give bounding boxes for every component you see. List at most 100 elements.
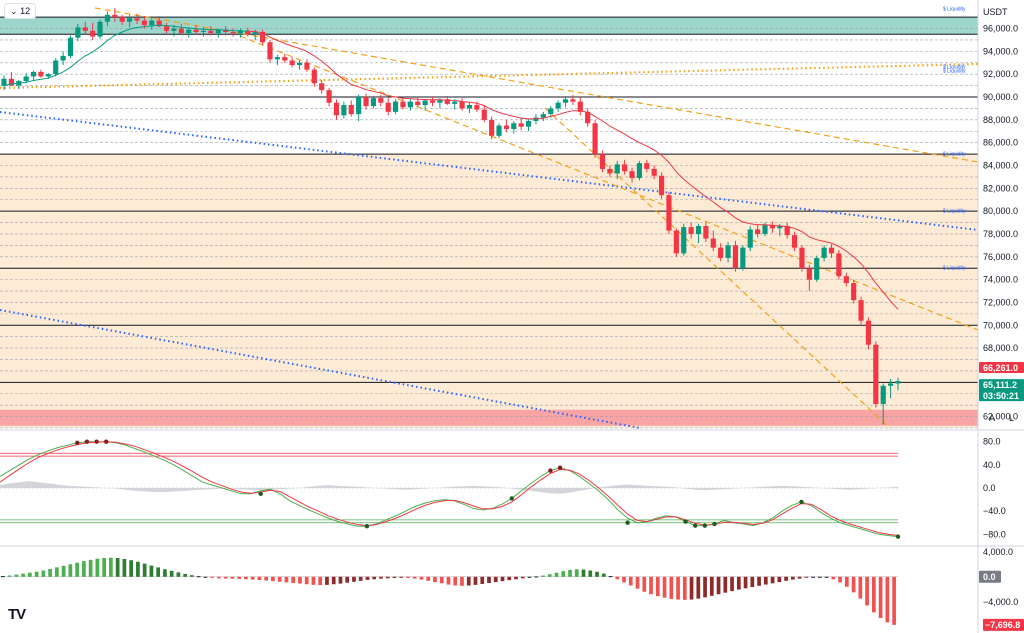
axis-button[interactable]: A xyxy=(989,413,995,423)
candle-body xyxy=(740,247,746,269)
interval-selector[interactable]: ⌄ 12 xyxy=(4,3,37,19)
macd-bar xyxy=(14,574,19,577)
macd-bar xyxy=(770,576,775,584)
ema-layer xyxy=(3,24,899,310)
macd-bar xyxy=(811,576,815,578)
candle-body xyxy=(193,29,199,32)
macd-bar xyxy=(844,576,849,587)
candle-body xyxy=(127,18,133,22)
candle-body xyxy=(149,20,155,26)
candle-body xyxy=(385,102,391,112)
ema-line xyxy=(247,30,899,310)
macd-bar xyxy=(838,576,842,583)
candle-body xyxy=(252,31,258,35)
price-tick-label: 68,000.0 xyxy=(983,343,1018,353)
candle-body xyxy=(208,30,214,34)
candle-body xyxy=(415,101,421,106)
candle-body xyxy=(503,125,509,129)
macd-bar xyxy=(871,576,876,613)
macd-bar xyxy=(885,576,890,623)
cross-dot xyxy=(683,519,688,524)
candle-body xyxy=(577,101,583,112)
cross-dot xyxy=(75,440,80,446)
macd-bar xyxy=(311,576,316,585)
macd-bar xyxy=(122,558,127,577)
countdown-label: 03:50:21 xyxy=(983,391,1019,401)
macd-bar xyxy=(298,576,302,584)
cross-dot xyxy=(258,491,263,496)
macd-bar xyxy=(34,571,39,577)
macd-bar xyxy=(750,576,755,588)
macd-bar xyxy=(716,576,721,595)
axis-button[interactable]: L xyxy=(1009,413,1014,423)
cross-dot xyxy=(94,439,99,444)
macd-bar xyxy=(743,576,748,589)
d-line xyxy=(0,441,899,536)
macd-bar xyxy=(777,576,782,583)
candle-body xyxy=(422,100,428,106)
candle-body xyxy=(755,229,761,234)
candle-body xyxy=(260,31,266,43)
macd-bar xyxy=(858,576,863,599)
macd-bar xyxy=(622,576,626,583)
macd-bar xyxy=(102,558,106,577)
macd-badge-label: −7,696.8 xyxy=(985,620,1020,630)
macd-bar xyxy=(68,564,73,577)
candle-body xyxy=(274,57,280,60)
macd-bar xyxy=(1,576,5,578)
candle-body xyxy=(511,123,517,129)
candle-body xyxy=(90,30,96,37)
liquidity-label: $ Liquidity xyxy=(943,266,966,272)
candle-body xyxy=(444,99,450,104)
candle-body xyxy=(437,99,443,103)
candle-body xyxy=(688,227,694,234)
candle-body xyxy=(873,344,879,405)
macd-bar xyxy=(365,576,370,580)
candle-body xyxy=(230,31,236,34)
macd-bar xyxy=(28,572,32,577)
macd-bar xyxy=(736,576,741,590)
macd-badge xyxy=(983,618,1024,631)
candle-body xyxy=(791,235,798,248)
candle-body xyxy=(851,283,857,301)
macd-bar xyxy=(460,576,464,586)
macd-bar xyxy=(865,576,869,606)
macd-badge-label: 0.0 xyxy=(983,572,996,582)
macd-bar xyxy=(527,576,532,578)
candle-body xyxy=(814,257,820,280)
macd-bar xyxy=(109,557,113,577)
candle-body xyxy=(8,78,14,86)
candle-body xyxy=(865,320,872,345)
price-badge-label: 65,111.2 xyxy=(983,380,1017,390)
candle-body xyxy=(496,125,502,136)
candle-body xyxy=(119,17,125,22)
candle-body xyxy=(134,18,140,21)
macd-bar xyxy=(291,576,296,583)
grid-layer xyxy=(0,16,978,429)
macd-bar xyxy=(757,576,761,586)
macd-bar xyxy=(169,570,174,577)
macd-bar xyxy=(574,569,579,577)
macd-bar xyxy=(520,576,525,579)
macd-bar xyxy=(433,576,437,583)
macd-bar xyxy=(419,576,424,580)
oscillator-tick-label: 80.0 xyxy=(983,437,1001,447)
candle-body xyxy=(112,14,118,18)
macd-bar xyxy=(676,576,680,600)
macd-bar xyxy=(649,576,653,595)
price-tick-label: 96,000.0 xyxy=(983,24,1018,34)
candle-body xyxy=(156,20,162,27)
liquidity-label: $ Liquidity xyxy=(943,209,966,215)
candle-body xyxy=(104,14,111,22)
candle-body xyxy=(289,60,295,66)
macd-bar xyxy=(500,576,505,582)
candle-body xyxy=(880,385,886,405)
macd-bar xyxy=(95,558,100,577)
candles-layer xyxy=(1,8,901,425)
macd-bar xyxy=(7,575,12,577)
cross-dot xyxy=(702,523,708,528)
trendlines-layer xyxy=(0,7,979,429)
macd-bar xyxy=(88,559,93,577)
